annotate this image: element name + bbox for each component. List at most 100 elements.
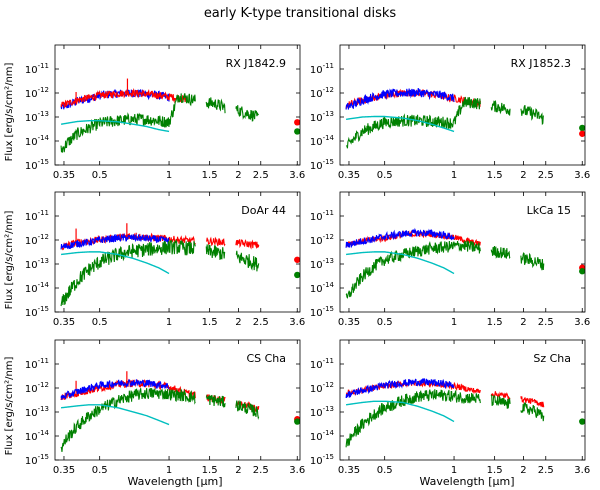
photometry-point [294,128,300,135]
x-tick-label: 3.6 [574,465,590,476]
plot-frame [339,44,586,166]
series-cyan-model [60,404,170,426]
photometry-point [579,418,585,425]
x-tick-label: 0.35 [338,465,360,476]
series-green [60,93,259,153]
panel-4: 10-11 10-12 10-13 10-14 10-15 0.35 0.5 1 1.5 2 2.5… [310,191,590,328]
photometry-point [294,256,300,263]
panel-5: 10-11 10-12 10-13 10-14 10-15 0.35 0.5 1 1.5 2 2.5… [25,339,305,476]
x-tick-label: 2 [235,317,241,328]
series-line [345,251,455,275]
series-line [60,379,170,400]
plot-frame [339,191,586,313]
y-tick-label: 10-13 [310,257,334,271]
y-tick-label: 10-11 [25,209,49,223]
y-tick-label: 10-11 [310,209,334,223]
series-line [235,239,260,250]
plot-frame [54,339,301,461]
x-tick-label: 2 [520,465,526,476]
plot-area [345,87,585,149]
series-blue [60,379,170,400]
y-tick-label: 10-12 [25,233,49,247]
x-tick-label: 0.35 [338,317,360,328]
x-tick-label: 2.5 [538,465,554,476]
y-tick-label: 10-15 [25,305,49,319]
y-tick-label: 10-13 [25,257,49,271]
x-tick-label: 3.6 [289,317,305,328]
x-tick-label: 1.5 [487,317,503,328]
x-tick-label: 0.5 [92,465,108,476]
series-line [206,236,226,247]
x-tick-label: 2.5 [253,465,269,476]
y-tick-label: 10-13 [310,405,334,419]
series-line [490,394,511,409]
series-blue [345,87,455,110]
x-tick-label: 1 [451,465,457,476]
series-line [205,97,226,114]
panel-object-name: LkCa 15 [527,204,571,217]
plot-area [60,371,300,452]
series-blue [345,377,455,399]
series-line [520,252,545,271]
series-line [60,93,196,153]
x-tick-label: 1 [166,170,172,181]
series-blue [345,227,455,249]
x-tick-label: 1 [166,317,172,328]
x-tick-label: 2.5 [538,317,554,328]
series-line [345,389,481,448]
y-axis-label-middle: Flux [erg/s/cm²/nm] [4,210,15,309]
series-green [345,96,545,149]
y-tick-label: 10-14 [25,281,50,295]
y-tick-label: 10-11 [25,357,49,371]
series-line [60,251,170,275]
y-tick-label: 10-14 [25,134,50,148]
y-tick-label: 10-14 [25,429,50,443]
series-green [345,389,545,448]
y-tick-label: 10-11 [310,62,334,76]
y-tick-label: 10-11 [310,357,334,371]
y-tick-label: 10-15 [25,158,49,172]
x-tick-label: 3.6 [574,170,590,181]
x-tick-label: 2.5 [538,170,554,181]
series-blue [60,232,170,250]
series-cyan-model [345,115,455,133]
series-line [490,245,511,260]
panel-1: 10-11 10-12 10-13 10-14 10-15 0.35 0.5 1 1.5 2 2.5… [25,44,305,181]
series-line [490,391,511,401]
panels: 10-11 10-12 10-13 10-14 10-15 0.35 0.5 1 1.5 2 2.5… [25,44,590,476]
x-tick-label: 0.5 [377,317,393,328]
panel-3: 10-11 10-12 10-13 10-14 10-15 0.35 0.5 1 1.5 2 2.5… [25,191,305,328]
photometry-point [579,124,585,132]
y-tick-label: 10-15 [25,453,49,467]
series-line [60,387,196,452]
x-tick-label: 1.5 [487,465,503,476]
y-axis-label-top: Flux [erg/s/cm²/nm] [4,62,15,161]
series-line [345,240,481,299]
plot-area [345,227,585,299]
series-cyan-model [60,251,170,275]
series-green [60,238,260,307]
x-tick-label: 2 [520,170,526,181]
series-line [345,377,455,399]
x-tick-label: 1 [166,465,172,476]
x-tick-label: 2.5 [253,170,269,181]
x-tick-label: 1 [451,317,457,328]
y-tick-label: 10-12 [310,233,334,247]
x-tick-label: 3.6 [574,317,590,328]
series-green [345,240,545,299]
panel-2: 10-11 10-12 10-13 10-14 10-15 0.35 0.5 1 1.5 2 2.5… [310,44,590,181]
y-tick-label: 10-15 [310,305,334,319]
series-line [235,400,260,420]
series-line [520,402,545,422]
plot-area [60,78,300,153]
plot-frame [54,44,301,166]
series-green [60,387,260,452]
x-tick-label: 1.5 [202,317,218,328]
plot-area [345,377,585,448]
series-line [345,115,455,133]
y-tick-label: 10-11 [25,62,49,76]
y-tick-label: 10-14 [310,429,335,443]
plot-frame [54,191,301,313]
x-tick-label: 1.5 [202,465,218,476]
y-tick-label: 10-12 [25,381,49,395]
